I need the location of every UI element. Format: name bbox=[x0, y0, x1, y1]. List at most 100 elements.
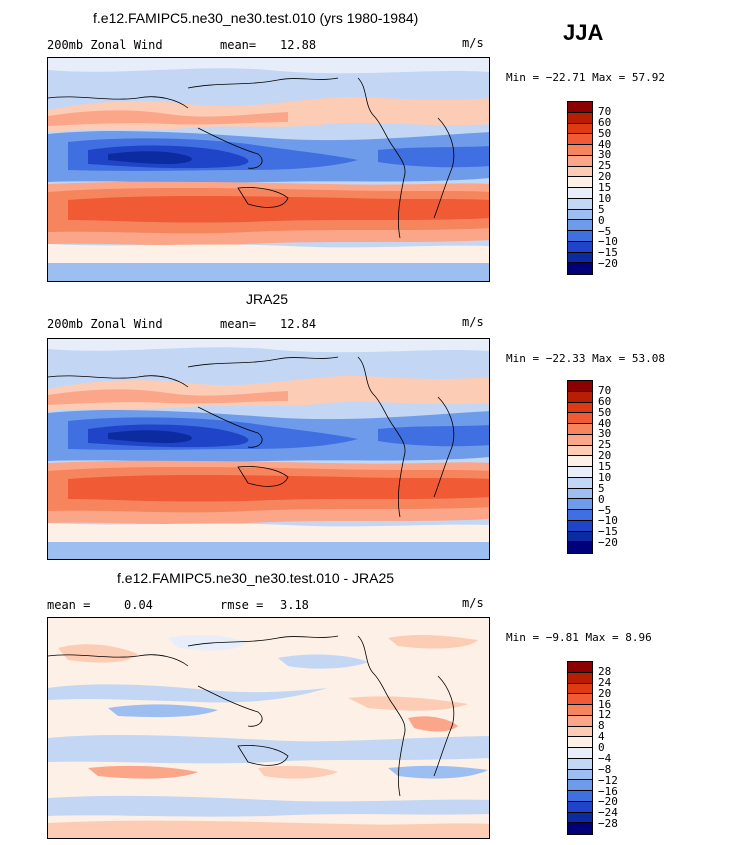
colorbar-tick-label: −20 bbox=[598, 536, 618, 550]
panel2-coastlines bbox=[48, 356, 455, 518]
colorbar-swatch bbox=[568, 748, 592, 759]
colorbar-tick-label: 60 bbox=[598, 394, 612, 408]
colorbar-tick-label: 0 bbox=[598, 213, 605, 227]
panel3-coastlines bbox=[48, 635, 455, 797]
panel3-rmse-label: rmse = bbox=[220, 598, 264, 612]
panel3-colorbar bbox=[567, 661, 593, 835]
panel1-map bbox=[47, 57, 490, 282]
colorbar-swatch bbox=[568, 402, 592, 414]
colorbar-swatch bbox=[568, 145, 592, 156]
colorbar-tick-label: −12 bbox=[598, 773, 618, 787]
colorbar-tick-label: 30 bbox=[598, 148, 612, 162]
colorbar-swatch bbox=[568, 434, 592, 446]
colorbar-swatch bbox=[568, 102, 592, 113]
colorbar-tick-label: 50 bbox=[598, 126, 612, 140]
panel3-mean-label: mean = bbox=[47, 598, 91, 612]
colorbar-tick-label: 10 bbox=[598, 191, 612, 205]
colorbar-tick-label: −8 bbox=[598, 762, 612, 776]
panel1-mean-value: 12.88 bbox=[280, 38, 317, 52]
colorbar-swatch bbox=[568, 726, 592, 738]
colorbar-tick-label: −5 bbox=[598, 503, 612, 517]
colorbar-tick-label: 24 bbox=[598, 675, 612, 689]
panel2-units: m/s bbox=[462, 315, 484, 329]
colorbar-swatch bbox=[568, 791, 592, 802]
colorbar-swatch bbox=[568, 672, 592, 684]
panel1-title: f.e12.FAMIPC5.ne30_ne30.test.010 (yrs 19… bbox=[93, 10, 419, 26]
panel2-map bbox=[47, 338, 490, 560]
colorbar-swatch bbox=[568, 694, 592, 705]
colorbar-tick-label: 15 bbox=[598, 460, 612, 473]
panel3-mean-value: 0.04 bbox=[124, 598, 153, 612]
colorbar-tick-label: 60 bbox=[598, 115, 612, 129]
colorbar-tick-label: 40 bbox=[598, 416, 612, 430]
colorbar-swatch bbox=[568, 715, 592, 727]
panel2-mean-label: mean= bbox=[220, 317, 257, 331]
colorbar-tick-label: 0 bbox=[598, 741, 605, 754]
colorbar-tick-label: 10 bbox=[598, 470, 612, 484]
colorbar-tick-label: 70 bbox=[598, 383, 612, 397]
colorbar-swatch bbox=[568, 823, 592, 834]
colorbar-tick-label: −20 bbox=[598, 795, 618, 809]
panel3-rmse-value: 3.18 bbox=[280, 598, 309, 612]
season-label: JJA bbox=[563, 20, 604, 45]
colorbar-swatch bbox=[568, 477, 592, 489]
colorbar-tick-label: 5 bbox=[598, 481, 605, 495]
colorbar-swatch bbox=[568, 531, 592, 543]
colorbar-swatch bbox=[568, 220, 592, 231]
colorbar-tick-label: 8 bbox=[598, 719, 605, 733]
colorbar-swatch bbox=[568, 488, 592, 500]
panel1-mean-label: mean= bbox=[220, 38, 257, 52]
colorbar-swatch bbox=[568, 177, 592, 188]
colorbar-tick-label: −10 bbox=[598, 514, 618, 528]
colorbar-tick-label: −4 bbox=[598, 751, 612, 765]
colorbar-swatch bbox=[568, 155, 592, 167]
colorbar-tick-label: 50 bbox=[598, 405, 612, 419]
colorbar-swatch bbox=[568, 134, 592, 145]
colorbar-swatch bbox=[568, 705, 592, 716]
colorbar-swatch bbox=[568, 542, 592, 553]
colorbar-swatch bbox=[568, 391, 592, 403]
colorbar-tick-label: −15 bbox=[598, 525, 618, 539]
colorbar-tick-label: −20 bbox=[598, 257, 618, 271]
colorbar-swatch bbox=[568, 424, 592, 435]
panel2-title: JRA25 bbox=[246, 291, 289, 307]
colorbar-tick-label: 20 bbox=[598, 170, 612, 184]
colorbar-swatch bbox=[568, 413, 592, 424]
panel2-colorbar bbox=[567, 380, 593, 554]
colorbar-swatch bbox=[568, 241, 592, 253]
colorbar-tick-label: −5 bbox=[598, 224, 612, 238]
colorbar-tick-label: 20 bbox=[598, 686, 612, 700]
panel2-mean-value: 12.84 bbox=[280, 317, 317, 331]
colorbar-swatch bbox=[568, 188, 592, 199]
colorbar-swatch bbox=[568, 510, 592, 521]
panel1-colorbar bbox=[567, 101, 593, 275]
colorbar-swatch bbox=[568, 520, 592, 532]
colorbar-tick-label: 25 bbox=[598, 438, 612, 452]
colorbar-swatch bbox=[568, 499, 592, 510]
colorbar-swatch bbox=[568, 758, 592, 770]
panel2-variable-label: 200mb Zonal Wind bbox=[47, 317, 163, 331]
panel3-map bbox=[47, 617, 490, 839]
colorbar-swatch bbox=[568, 198, 592, 210]
colorbar-swatch bbox=[568, 381, 592, 392]
colorbar-swatch bbox=[568, 683, 592, 695]
colorbar-tick-label: 30 bbox=[598, 427, 612, 441]
colorbar-swatch bbox=[568, 456, 592, 467]
colorbar-swatch bbox=[568, 112, 592, 124]
colorbar-swatch bbox=[568, 769, 592, 781]
panel1-coastlines bbox=[48, 77, 455, 239]
panel2-min-max: Min = −22.33 Max = 53.08 bbox=[506, 352, 665, 365]
colorbar-tick-label: −24 bbox=[598, 806, 618, 820]
colorbar-tick-label: 4 bbox=[598, 730, 605, 744]
colorbar-swatch bbox=[568, 812, 592, 824]
colorbar-tick-label: 40 bbox=[598, 137, 612, 151]
panel1-min-max: Min = −22.71 Max = 57.92 bbox=[506, 71, 665, 84]
colorbar-tick-label: 0 bbox=[598, 492, 605, 506]
colorbar-swatch bbox=[568, 662, 592, 673]
panel3-units: m/s bbox=[462, 596, 484, 610]
colorbar-tick-label: 15 bbox=[598, 181, 612, 194]
panel3-min-max: Min = −9.81 Max = 8.96 bbox=[506, 631, 652, 644]
colorbar-tick-label: 16 bbox=[598, 697, 612, 711]
colorbar-swatch bbox=[568, 231, 592, 242]
panel1-units: m/s bbox=[462, 36, 484, 50]
